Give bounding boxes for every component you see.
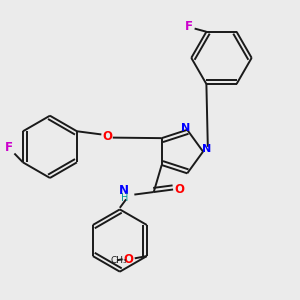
Text: F: F bbox=[185, 20, 193, 34]
Text: N: N bbox=[181, 123, 190, 133]
Text: F: F bbox=[5, 141, 13, 154]
Text: O: O bbox=[102, 130, 112, 142]
Text: N: N bbox=[119, 184, 129, 197]
Text: O: O bbox=[123, 254, 134, 266]
Text: H: H bbox=[121, 193, 128, 203]
Text: CH₃: CH₃ bbox=[110, 256, 127, 265]
Text: N: N bbox=[202, 144, 212, 154]
Text: O: O bbox=[175, 183, 184, 196]
